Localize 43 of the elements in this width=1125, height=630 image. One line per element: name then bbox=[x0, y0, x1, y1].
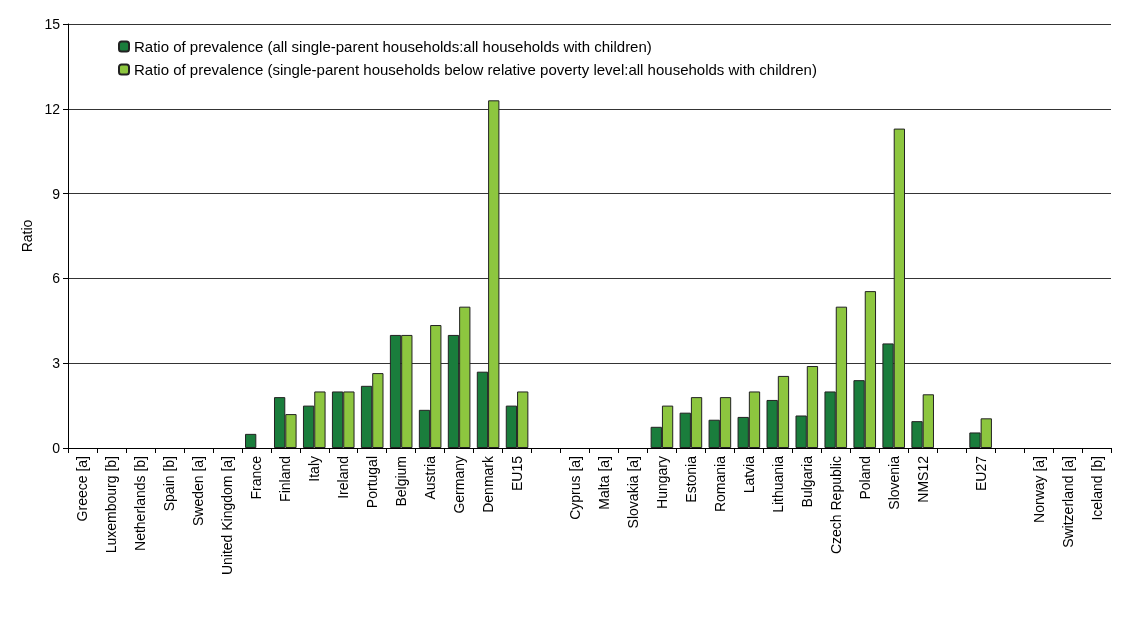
x-tick-label: Netherlands [b] bbox=[132, 456, 149, 551]
x-tick-label: Austria bbox=[422, 455, 439, 500]
x-tick-label: NMS12 bbox=[914, 455, 931, 503]
x-tick-label: Latvia bbox=[740, 455, 757, 494]
x-tick-label: Iceland [b] bbox=[1088, 456, 1105, 521]
x-tick-label: United Kingdom [a] bbox=[219, 456, 236, 576]
x-tick-label: Germany bbox=[451, 456, 468, 514]
y-tick-label: 6 bbox=[52, 270, 61, 287]
y-tick-label: 0 bbox=[52, 440, 61, 456]
x-tick-label: Poland bbox=[856, 456, 873, 500]
x-tick-label: Czech Republic bbox=[827, 456, 844, 555]
bar bbox=[245, 433, 257, 448]
x-tick-label: Luxembourg [b] bbox=[103, 456, 120, 554]
x-tick-label: Switzerland [a] bbox=[1059, 456, 1076, 548]
x-tick-label: Slovenia bbox=[885, 455, 902, 510]
y-tick-label: 3 bbox=[52, 355, 61, 372]
x-tick-label: Slovakia [a] bbox=[624, 456, 641, 529]
x-tick-label: Romania bbox=[711, 455, 728, 513]
x-tick-label: Spain [b] bbox=[161, 456, 178, 512]
legend-label: Ratio of prevalence (all single-parent households:all households with children) bbox=[134, 38, 652, 55]
y-tick-label: 9 bbox=[52, 185, 61, 202]
x-tick-label: Belgium bbox=[393, 456, 410, 507]
y-axis-title: Ratio bbox=[18, 219, 35, 253]
x-tick-label: Finland bbox=[277, 456, 294, 502]
x-tick-label: Denmark bbox=[480, 455, 497, 513]
x-tick-label: Estonia bbox=[682, 455, 699, 503]
x-tick-label: EU27 bbox=[972, 455, 989, 492]
x-tick-label: Italy bbox=[306, 456, 323, 482]
x-tick-label: France bbox=[248, 455, 265, 500]
x-tick-label: Cyprus [a] bbox=[567, 456, 584, 520]
x-tick-label: Ireland bbox=[335, 456, 352, 499]
x-tick-label: Sweden [a] bbox=[190, 456, 207, 527]
x-tick-label: Greece [a] bbox=[74, 456, 91, 522]
x-tick-label: Hungary bbox=[653, 456, 670, 509]
x-tick-label: Lithuania bbox=[769, 455, 786, 513]
y-tick-label: 12 bbox=[44, 100, 61, 117]
x-tick-label: Norway [a] bbox=[1030, 456, 1047, 523]
x-tick-label: Portugal bbox=[364, 456, 381, 509]
x-tick-label: EU15 bbox=[509, 455, 526, 492]
x-tick-label: Bulgaria bbox=[798, 455, 815, 508]
y-tick-label: 15 bbox=[44, 16, 61, 32]
x-tick-label: Malta [a] bbox=[595, 456, 612, 510]
legend-label: Ratio of prevalence (single-parent households below relative poverty level:all households with children) bbox=[134, 61, 817, 78]
